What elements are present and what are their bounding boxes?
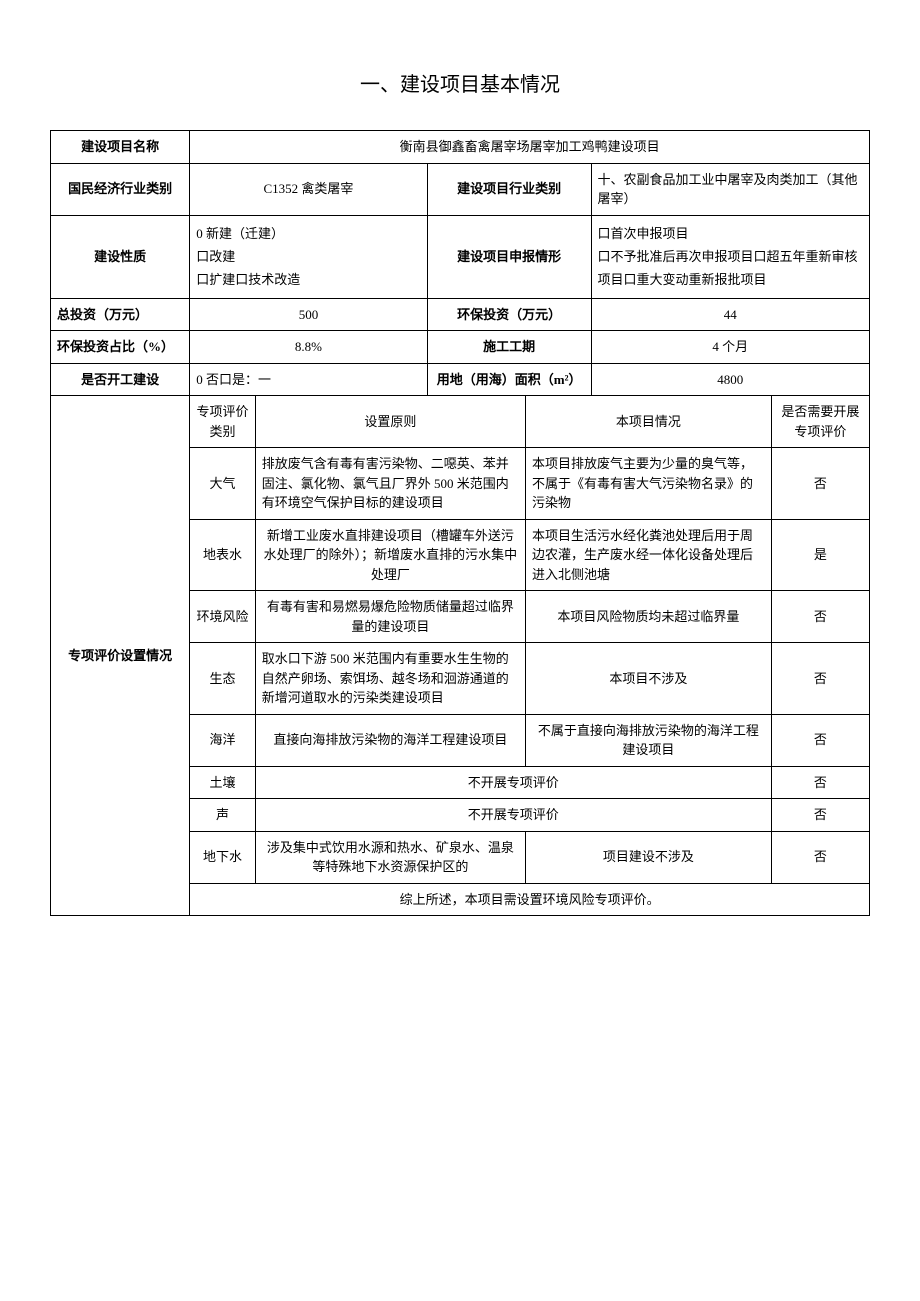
situation-cell: 本项目生活污水经化粪池处理后用于周边农灌，生产废水经一体化设备处理后进入北侧池塘 [526, 519, 772, 591]
value-cell: 500 [190, 298, 428, 331]
need-cell: 否 [771, 831, 869, 883]
header-cell: 专项评价类别 [190, 396, 256, 448]
value-cell: C1352 禽类屠宰 [190, 163, 428, 215]
principle-cell: 排放废气含有毒有害污染物、二噁英、苯并固注、氯化物、氯气且厂界外 500 米范围… [255, 448, 525, 520]
label-cell: 用地（用海）面积（m²） [427, 363, 591, 396]
table-row: 建设项目名称 衡南县御鑫畜禽屠宰场屠宰加工鸡鸭建设项目 [51, 131, 870, 164]
situation-cell: 本项目风险物质均未超过临界量 [526, 591, 772, 643]
need-cell: 否 [771, 448, 869, 520]
header-cell: 本项目情况 [526, 396, 772, 448]
category-cell: 声 [190, 799, 256, 832]
label-cell: 建设项目行业类别 [427, 163, 591, 215]
label-cell: 国民经济行业类别 [51, 163, 190, 215]
header-cell: 设置原则 [255, 396, 525, 448]
category-cell: 大气 [190, 448, 256, 520]
situation-cell: 不属于直接向海排放污染物的海洋工程建设项目 [526, 714, 772, 766]
situation-cell: 项目建设不涉及 [526, 831, 772, 883]
principle-situation-cell: 不开展专项评价 [255, 766, 771, 799]
label-cell: 环保投资（万元） [427, 298, 591, 331]
category-cell: 土壤 [190, 766, 256, 799]
label-cell: 建设项目申报情形 [427, 215, 591, 298]
situation-cell: 本项目不涉及 [526, 643, 772, 715]
category-cell: 生态 [190, 643, 256, 715]
value-cell: 0 否口是：一 [190, 363, 428, 396]
principle-cell: 新增工业废水直排建设项目（槽罐车外送污水处理厂的除外）；新增废水直排的污水集中处… [255, 519, 525, 591]
table-row: 建设性质 0 新建（迁建） 口改建 口扩建口技术改造 建设项目申报情形 口首次申… [51, 215, 870, 298]
value-cell: 十、农副食品加工业中屠宰及肉类加工（其他屠宰） [591, 163, 869, 215]
label-cell: 专项评价设置情况 [51, 396, 190, 916]
category-cell: 地下水 [190, 831, 256, 883]
category-cell: 海洋 [190, 714, 256, 766]
table-row: 专项评价设置情况 专项评价类别 设置原则 本项目情况 是否需要开展专项评价 [51, 396, 870, 448]
table-row: 环保投资占比（%） 8.8% 施工工期 4 个月 [51, 331, 870, 364]
need-cell: 否 [771, 714, 869, 766]
label-cell: 建设项目名称 [51, 131, 190, 164]
value-cell: 8.8% [190, 331, 428, 364]
principle-situation-cell: 不开展专项评价 [255, 799, 771, 832]
value-cell: 0 新建（迁建） 口改建 口扩建口技术改造 [190, 215, 428, 298]
label-cell: 环保投资占比（%） [51, 331, 190, 364]
table-row: 总投资（万元） 500 环保投资（万元） 44 [51, 298, 870, 331]
value-cell: 44 [591, 298, 869, 331]
need-cell: 否 [771, 799, 869, 832]
category-cell: 环境风险 [190, 591, 256, 643]
need-cell: 否 [771, 643, 869, 715]
category-cell: 地表水 [190, 519, 256, 591]
need-cell: 否 [771, 591, 869, 643]
label-cell: 是否开工建设 [51, 363, 190, 396]
page-title: 一、建设项目基本情况 [50, 70, 870, 100]
value-cell: 衡南县御鑫畜禽屠宰场屠宰加工鸡鸭建设项目 [190, 131, 870, 164]
principle-cell: 直接向海排放污染物的海洋工程建设项目 [255, 714, 525, 766]
principle-cell: 取水口下游 500 米范围内有重要水生生物的自然产卵场、索饵场、越冬场和洄游通道… [255, 643, 525, 715]
label-cell: 总投资（万元） [51, 298, 190, 331]
summary-cell: 综上所述，本项目需设置环境风险专项评价。 [190, 883, 870, 916]
value-cell: 4800 [591, 363, 869, 396]
main-table: 建设项目名称 衡南县御鑫畜禽屠宰场屠宰加工鸡鸭建设项目 国民经济行业类别 C13… [50, 130, 870, 916]
value-cell: 口首次申报项目 口不予批准后再次申报项目口超五年重新审核项目口重大变动重新报批项… [591, 215, 869, 298]
label-cell: 施工工期 [427, 331, 591, 364]
header-cell: 是否需要开展专项评价 [771, 396, 869, 448]
value-cell: 4 个月 [591, 331, 869, 364]
principle-cell: 涉及集中式饮用水源和热水、矿泉水、温泉等特殊地下水资源保护区的 [255, 831, 525, 883]
need-cell: 否 [771, 766, 869, 799]
principle-cell: 有毒有害和易燃易爆危险物质储量超过临界量的建设项目 [255, 591, 525, 643]
need-cell: 是 [771, 519, 869, 591]
label-cell: 建设性质 [51, 215, 190, 298]
situation-cell: 本项目排放废气主要为少量的臭气等，不属于《有毒有害大气污染物名录》的污染物 [526, 448, 772, 520]
table-row: 国民经济行业类别 C1352 禽类屠宰 建设项目行业类别 十、农副食品加工业中屠… [51, 163, 870, 215]
table-row: 是否开工建设 0 否口是：一 用地（用海）面积（m²） 4800 [51, 363, 870, 396]
